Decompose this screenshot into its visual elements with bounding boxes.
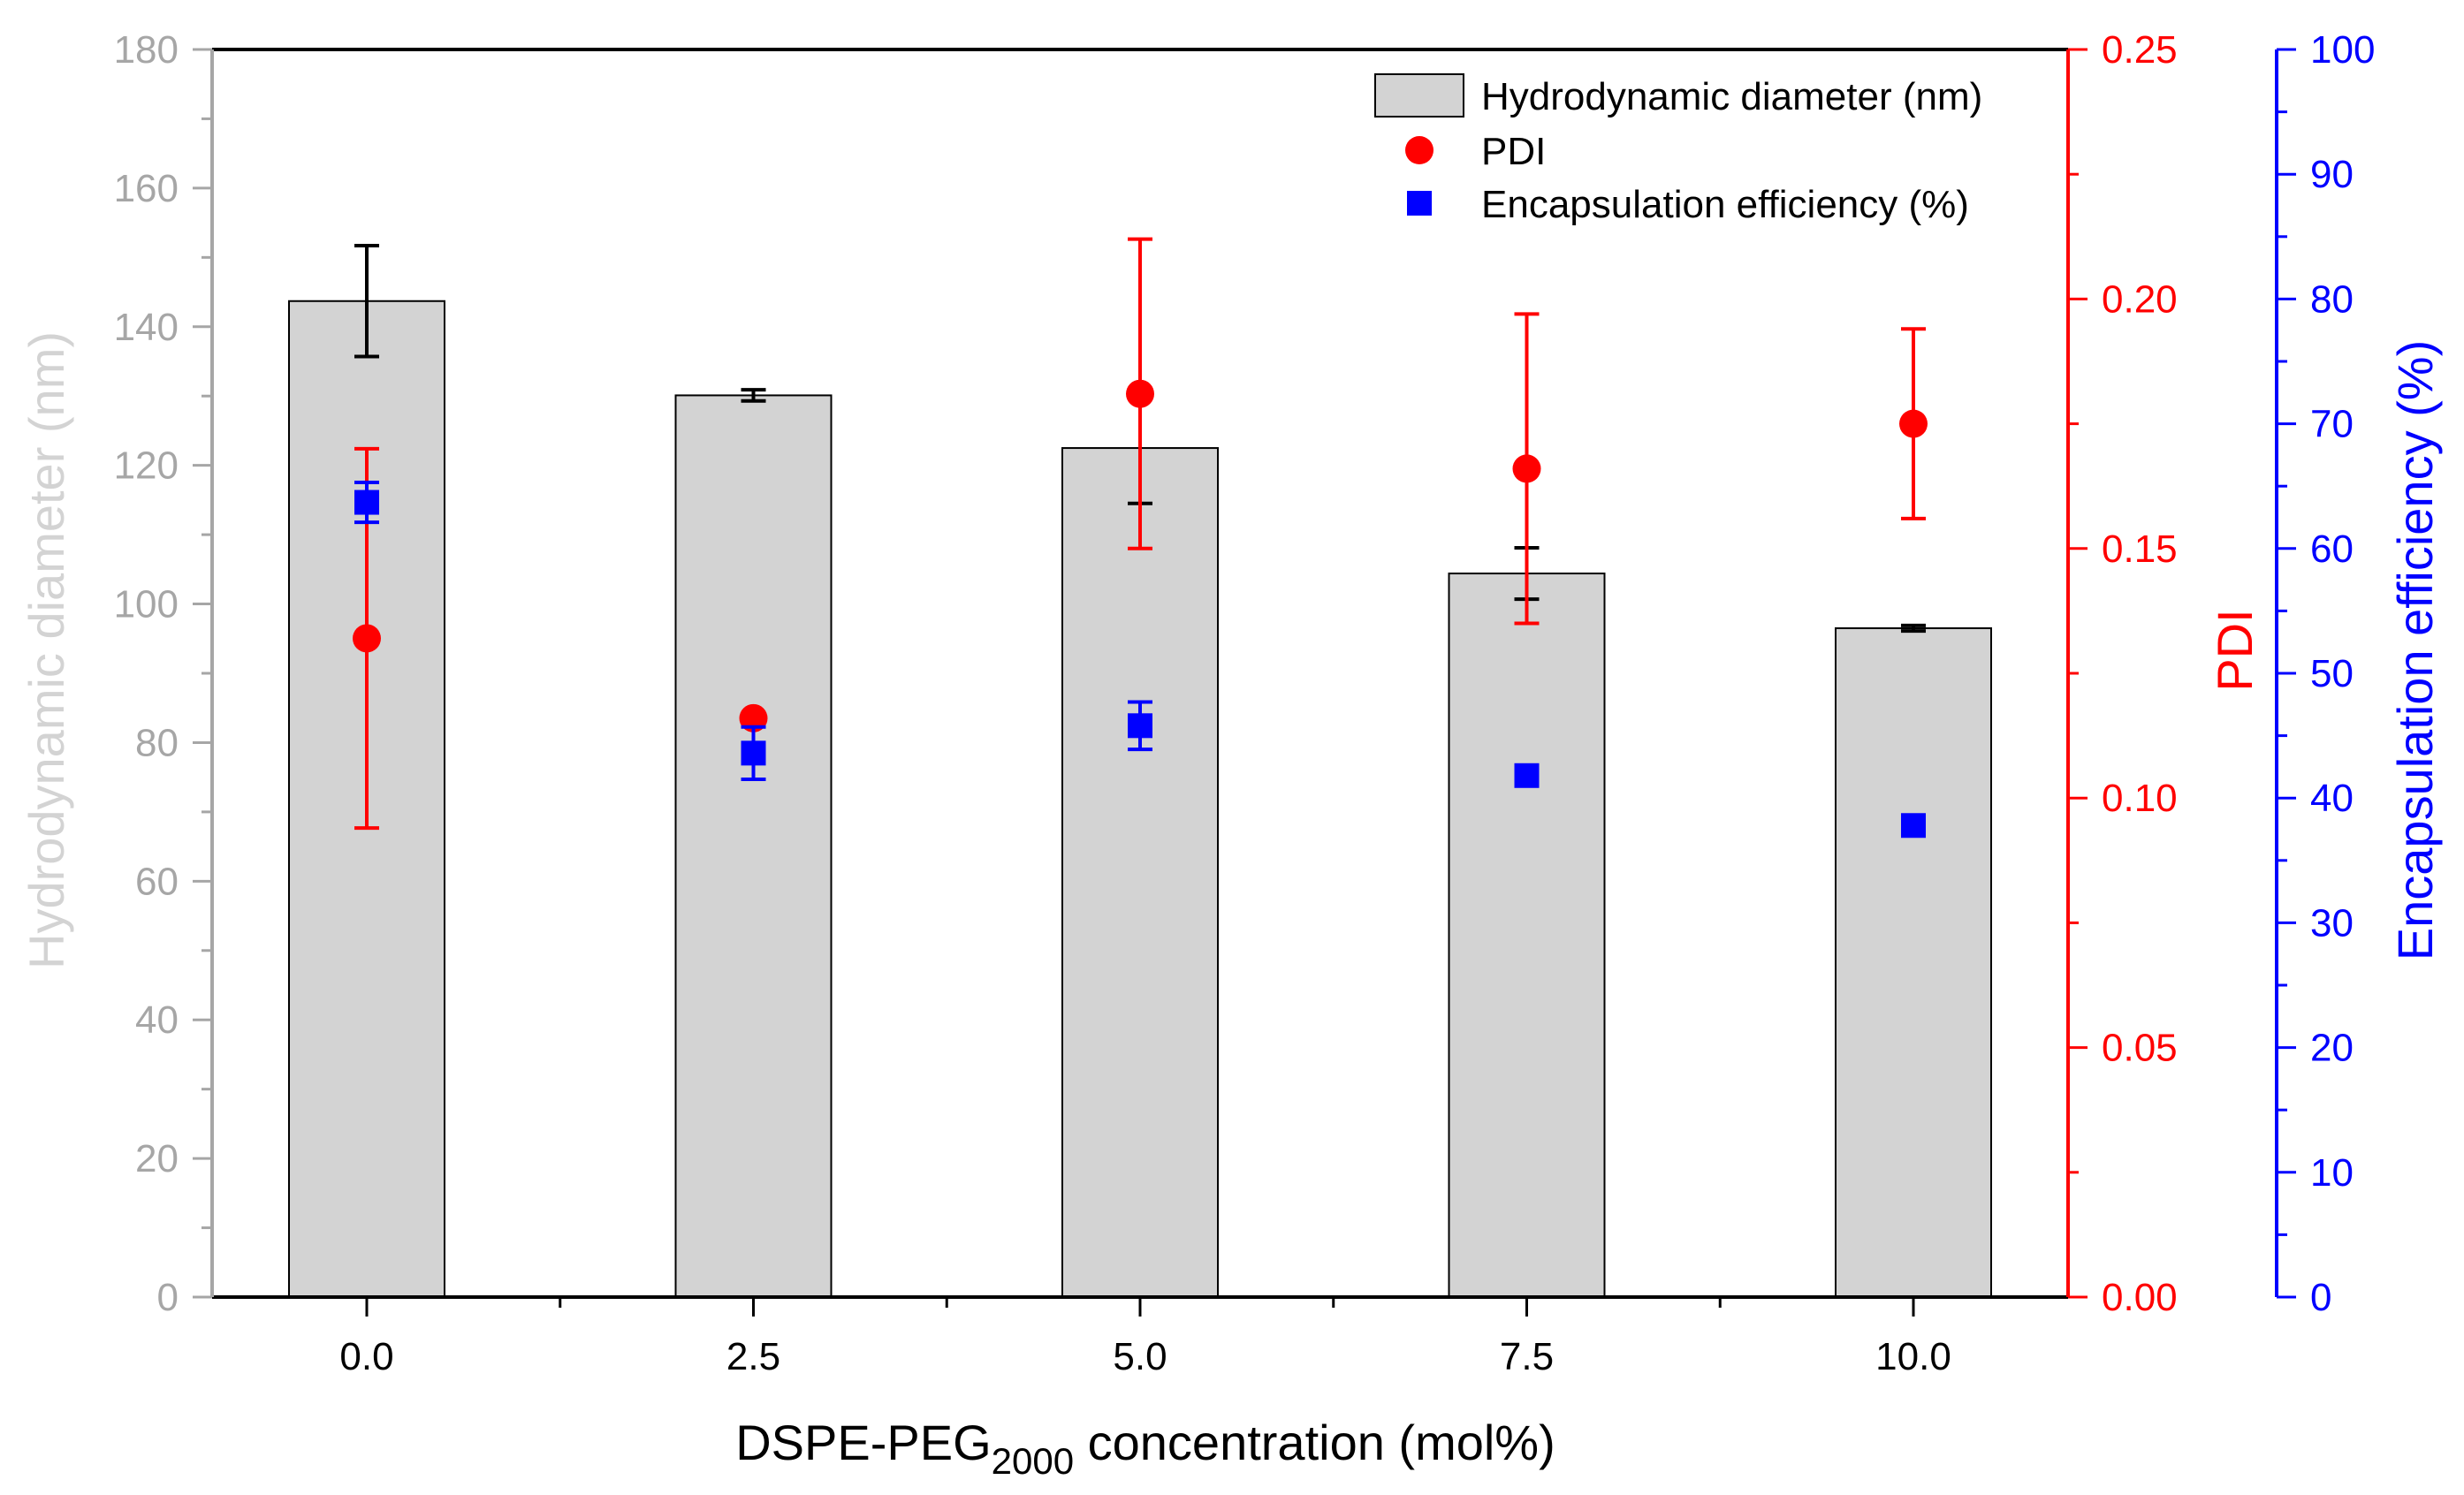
y-ee-tick-label-4: 40 (2310, 777, 2354, 820)
x-tick-label-1: 2.5 (726, 1335, 780, 1378)
legend: Hydrodynamic diameter (nm) PDI Encapsula… (1374, 73, 1982, 226)
x-axis-title-subscript: 2000 (992, 1440, 1074, 1482)
bar-1 (674, 394, 833, 1298)
y-ee-tick-label-2: 20 (2310, 1027, 2354, 1070)
x-tick-label-3: 7.5 (1500, 1335, 1554, 1378)
y-left-tick-label-1: 20 (135, 1137, 179, 1180)
x-axis-title: DSPE-PEG2000 concentration (mol%) (735, 1415, 1555, 1482)
y-pdi-tick-label-0: 0.00 (2102, 1276, 2178, 1319)
ee-point-4 (1901, 813, 1926, 839)
bar-3 (1448, 573, 1606, 1298)
legend-label-ee: Encapsulation efficiency (%) (1481, 183, 1969, 226)
x-tick-label-0: 0.0 (339, 1335, 393, 1378)
pdi-point-4 (1899, 409, 1928, 438)
y-left-tick-label-5: 100 (114, 583, 179, 626)
y-axis-left-title: Hydrodynamic diameter (nm) (19, 331, 74, 969)
y-pdi-tick-label-5: 0.25 (2102, 28, 2178, 72)
y-left-tick-label-0: 0 (157, 1276, 179, 1319)
y-left-tick-label-3: 60 (135, 860, 179, 903)
points-layer (353, 237, 1928, 839)
y-left-tick-label-4: 80 (135, 721, 179, 764)
x-axis-title-suffix: concentration (mol%) (1074, 1415, 1555, 1470)
y-ee-tick-label-1: 10 (2310, 1151, 2354, 1195)
y-left-tick-label-6: 120 (114, 444, 179, 488)
y-pdi-tick-label-3: 0.15 (2102, 527, 2178, 571)
pdi-point-3 (1512, 454, 1541, 483)
y-ee-tick-label-6: 60 (2310, 527, 2354, 571)
y-ee-tick-label-10: 100 (2310, 28, 2375, 72)
y-left-tick-label-9: 180 (114, 28, 179, 72)
ee-point-3 (1514, 763, 1540, 788)
y-left-tick-label-7: 140 (114, 306, 179, 349)
y-left-tick-label-2: 40 (135, 998, 179, 1042)
bar-4 (1835, 627, 1992, 1298)
legend-swatch-diameter (1374, 73, 1464, 118)
ee-point-2 (1128, 713, 1152, 739)
legend-label-diameter: Hydrodynamic diameter (nm) (1481, 75, 1982, 118)
legend-marker-pdi (1405, 136, 1434, 164)
legend-marker-ee (1407, 191, 1432, 216)
y-ee-tick-label-8: 80 (2310, 277, 2354, 321)
x-axis-title-prefix: DSPE-PEG (735, 1415, 991, 1470)
bar-2 (1061, 447, 1219, 1298)
y-pdi-tick-label-2: 0.10 (2102, 777, 2178, 820)
y-ee-tick-label-0: 0 (2310, 1276, 2331, 1319)
bars-layer (288, 243, 1992, 1299)
y-ee-tick-label-7: 70 (2310, 403, 2354, 446)
y-axis-right-ee-title: Encapsulation efficiency (%) (2387, 340, 2443, 960)
x-tick-label-4: 10.0 (1875, 1335, 1951, 1378)
y-ee-tick-label-9: 90 (2310, 153, 2354, 196)
y-ee-tick-label-3: 30 (2310, 901, 2354, 945)
pdi-point-2 (1126, 379, 1154, 408)
axes-layer: 0.0 2.5 5.0 7.5 10.0020406080100120140160180… (114, 28, 2376, 1378)
pdi-point-0 (353, 624, 381, 653)
ee-point-1 (741, 740, 766, 766)
y-left-tick-label-8: 160 (114, 167, 179, 210)
y-axis-right-pdi-title: PDI (2207, 609, 2262, 691)
x-tick-label-2: 5.0 (1113, 1335, 1167, 1378)
y-ee-tick-label-5: 50 (2310, 652, 2354, 695)
y-pdi-tick-label-1: 0.05 (2102, 1027, 2178, 1070)
ee-point-0 (354, 489, 379, 515)
legend-label-pdi: PDI (1481, 130, 1546, 173)
y-pdi-tick-label-4: 0.20 (2102, 277, 2178, 321)
